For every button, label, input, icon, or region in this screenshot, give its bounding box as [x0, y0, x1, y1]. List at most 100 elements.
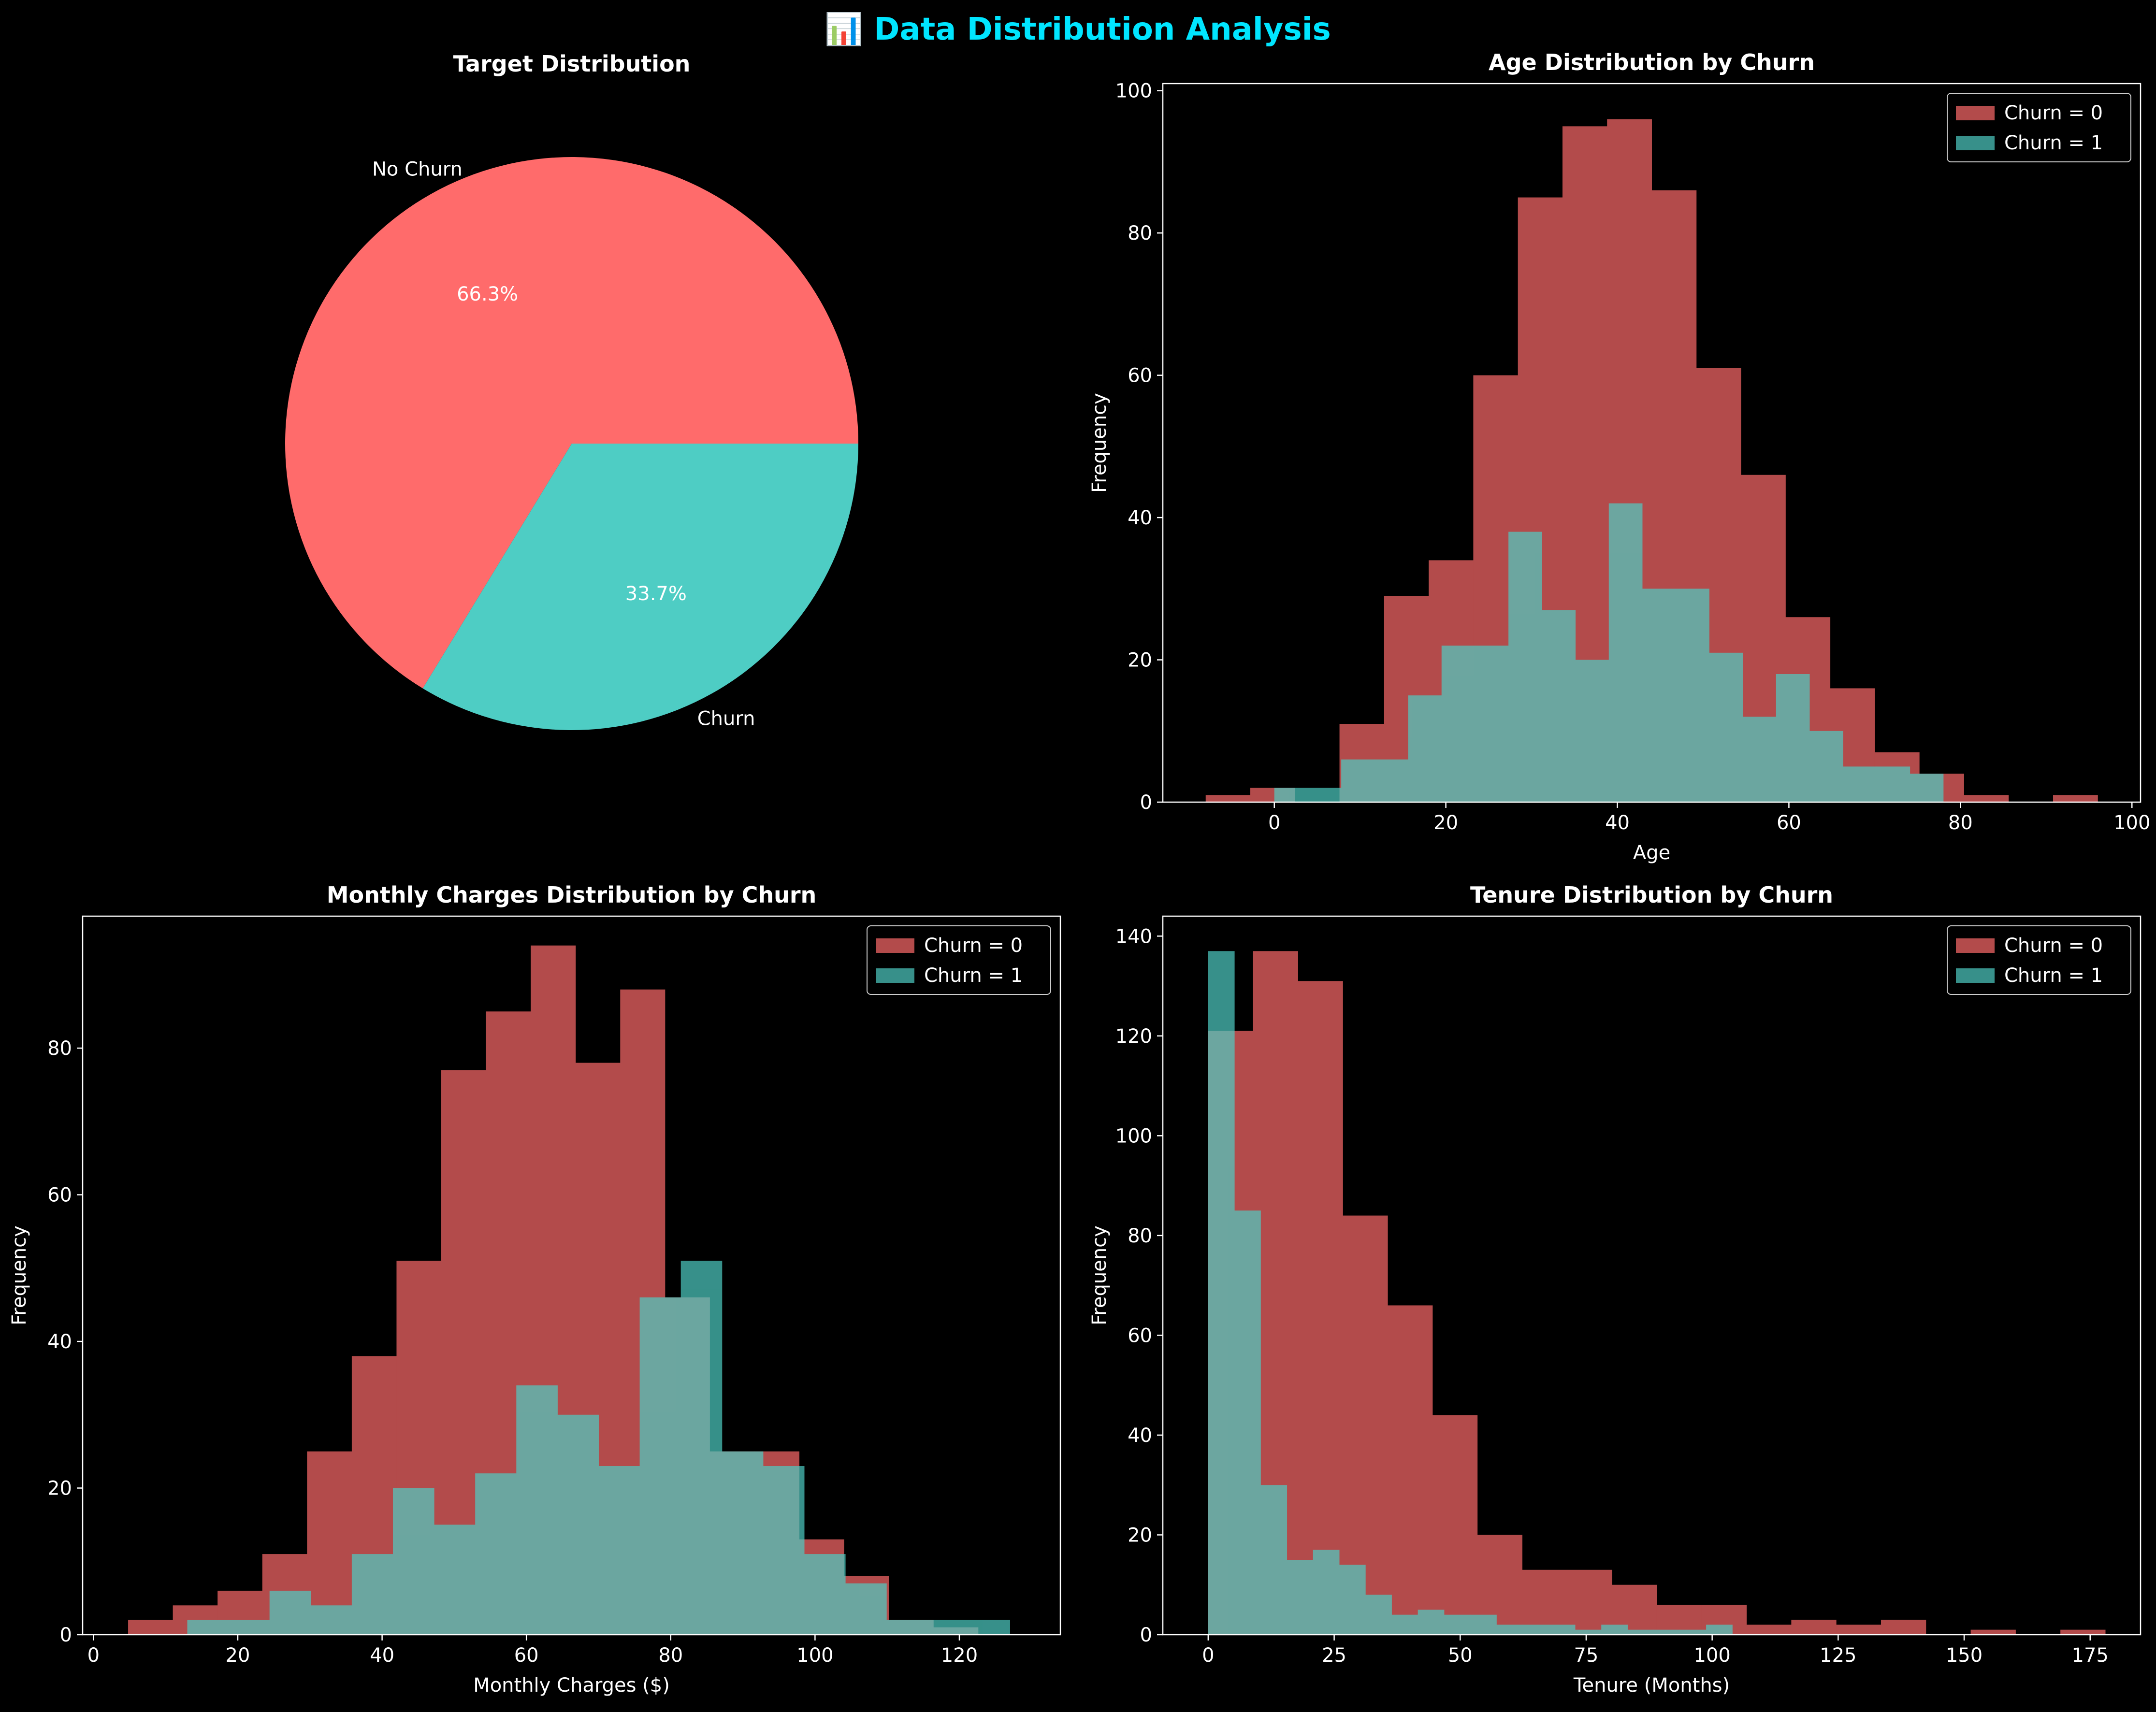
- x-tick-label: 80: [658, 1644, 683, 1667]
- histogram-bar: [1964, 795, 2009, 802]
- y-tick-label: 80: [47, 1037, 72, 1060]
- histogram-bar: [1408, 695, 1442, 802]
- pie-pct-label: 66.3%: [457, 283, 518, 305]
- pie-chart: Target Distribution No Churn 66.3% Churn 33…: [285, 51, 858, 730]
- histogram-bar: [392, 1488, 434, 1635]
- histogram-bar: [351, 1554, 393, 1635]
- histogram-bar: [680, 1261, 723, 1635]
- x-tick-label: 20: [1433, 812, 1458, 834]
- x-tick-label: 40: [370, 1644, 394, 1667]
- x-tick-label: 0: [1202, 1644, 1214, 1667]
- y-tick-label: 60: [47, 1184, 72, 1207]
- legend-label: Churn = 1: [2004, 132, 2103, 154]
- legend-label: Churn = 1: [2004, 964, 2103, 987]
- x-tick-label: 25: [1322, 1644, 1346, 1667]
- x-tick-label: 100: [796, 1644, 833, 1667]
- x-tick-label: 125: [1820, 1644, 1856, 1667]
- histogram-bar: [1298, 981, 1343, 1635]
- axes-frame: [82, 915, 1061, 1636]
- histogram-bar: [1676, 589, 1709, 802]
- histogram-bar: [1567, 1569, 1612, 1635]
- y-tick-label: 100: [1115, 80, 1152, 102]
- legend: Churn = 0 Churn = 1: [1947, 925, 2131, 995]
- y-tick-label: 140: [1115, 925, 1152, 948]
- legend-swatch: [1956, 136, 1995, 150]
- histogram-bar: [639, 1297, 681, 1635]
- x-axis-label: Age: [1633, 842, 1670, 864]
- legend: Churn = 0 Churn = 1: [867, 925, 1051, 995]
- histogram-bar: [1522, 1625, 1549, 1635]
- legend-label: Churn = 0: [924, 935, 1023, 957]
- histogram-bar: [2060, 1629, 2106, 1635]
- histogram-bar: [1679, 1629, 1707, 1635]
- y-axis-label: Frequency: [8, 1225, 30, 1325]
- x-tick-label: 100: [1693, 1644, 1730, 1667]
- figure-title: 📊 Data Distribution Analysis: [825, 12, 1331, 47]
- histogram-bar: [1910, 774, 1944, 802]
- histogram-bar: [1548, 1625, 1576, 1635]
- histogram-bar: [1388, 1305, 1433, 1635]
- histogram-bar: [1274, 788, 1308, 802]
- histogram-bar: [1496, 1625, 1523, 1635]
- pie-title: Target Distribution: [453, 51, 691, 77]
- histogram-bar: [1307, 788, 1342, 802]
- histogram-bar: [1391, 1614, 1418, 1635]
- histogram-bar: [1287, 1560, 1314, 1635]
- histogram-bar: [2053, 795, 2098, 802]
- histogram-bar: [1208, 951, 1235, 1635]
- histogram-bar: [969, 1620, 1010, 1635]
- legend-swatch: [1956, 968, 1995, 983]
- x-tick-label: 0: [87, 1644, 100, 1667]
- y-tick-label: 60: [1128, 1324, 1152, 1347]
- x-tick-label: 120: [941, 1644, 978, 1667]
- histogram-bar: [1709, 652, 1743, 802]
- histogram-bar: [845, 1583, 887, 1635]
- histogram-bar: [804, 1554, 846, 1635]
- pie-pct-label: 33.7%: [625, 583, 687, 605]
- panel-title: Tenure Distribution by Churn: [1470, 882, 1833, 908]
- histogram-bar: [1365, 1595, 1392, 1635]
- panel-title: Age Distribution by Churn: [1489, 49, 1815, 75]
- histogram-bar: [1475, 646, 1509, 802]
- series-churn-1: [1208, 951, 1733, 1635]
- histogram-bar: [1575, 660, 1609, 802]
- tenure-histogram: Tenure Distribution by Churn 0 25 50 75 100 12…: [1088, 882, 2142, 1697]
- histogram-bar: [1313, 1550, 1340, 1635]
- legend: Churn = 0 Churn = 1: [1947, 93, 2131, 162]
- histogram-bar: [516, 1385, 558, 1635]
- x-tick-label: 0: [1268, 812, 1280, 834]
- histogram-bar: [1444, 1614, 1471, 1635]
- histogram-bar: [310, 1605, 352, 1635]
- histogram-bar: [722, 1451, 764, 1635]
- histogram-bar: [1809, 731, 1843, 802]
- y-axis-label: Frequency: [1088, 1225, 1111, 1325]
- series-churn-1: [187, 1261, 1010, 1635]
- x-tick-label: 100: [2113, 812, 2150, 834]
- histogram-bar: [1970, 1629, 2016, 1635]
- histogram-bar: [187, 1620, 229, 1635]
- legend-swatch: [876, 938, 914, 953]
- series-churn-1: [1274, 503, 1944, 802]
- legend-swatch: [1956, 106, 1995, 120]
- histogram-bar: [1791, 1620, 1837, 1635]
- age-histogram: Age Distribution by Churn 0 20 40 60 80 100 0 20…: [1088, 49, 2150, 864]
- histogram-bar: [598, 1466, 640, 1635]
- histogram-bar: [1742, 717, 1777, 802]
- x-tick-label: 50: [1448, 1644, 1473, 1667]
- histogram-bar: [1508, 532, 1542, 802]
- y-tick-label: 20: [1128, 649, 1152, 672]
- histogram-bar: [1418, 1610, 1445, 1635]
- histogram-bar: [1234, 1210, 1261, 1635]
- histogram-bar: [1642, 589, 1676, 802]
- histogram-bar: [763, 1466, 805, 1635]
- x-axis-label: Tenure (Months): [1573, 1674, 1730, 1697]
- pie-label: No Churn: [372, 158, 463, 180]
- histogram-bar: [475, 1473, 517, 1635]
- histogram-bar: [1575, 1629, 1602, 1635]
- x-axis-label: Monthly Charges ($): [473, 1674, 670, 1697]
- x-tick-label: 40: [1605, 812, 1630, 834]
- histogram-bar: [269, 1590, 311, 1635]
- x-tick-label: 60: [1777, 812, 1801, 834]
- histogram-bar: [1341, 759, 1375, 802]
